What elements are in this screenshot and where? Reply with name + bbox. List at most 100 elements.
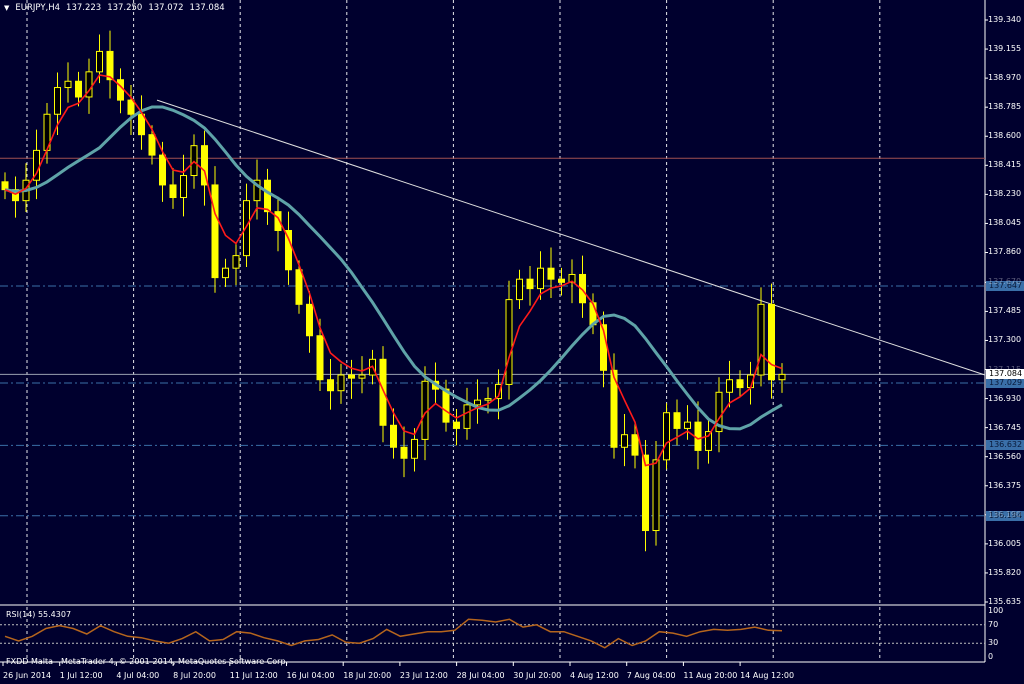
candle-body bbox=[306, 303, 313, 337]
candle-body bbox=[12, 189, 19, 202]
date-label: 7 Aug 04:00 bbox=[626, 671, 676, 680]
candle-body bbox=[96, 50, 103, 73]
candle-body bbox=[474, 399, 481, 406]
candle-body bbox=[211, 184, 219, 279]
date-label: 11 Aug 20:00 bbox=[683, 671, 738, 680]
candle-body bbox=[684, 421, 691, 429]
candle-body bbox=[201, 145, 208, 186]
candle-body bbox=[558, 278, 565, 283]
symbol-label: EURJPY,H4 bbox=[15, 3, 61, 13]
price-tick-label: 138.230 bbox=[988, 189, 1022, 199]
candle-body bbox=[516, 278, 523, 301]
candle-body bbox=[222, 267, 229, 279]
current-price-label: 137.084 bbox=[986, 369, 1024, 380]
date-label: 8 Jul 20:00 bbox=[173, 671, 216, 680]
price-tick-label: 138.785 bbox=[988, 102, 1022, 112]
candle-body bbox=[327, 379, 334, 392]
price-tick-label: 138.415 bbox=[988, 160, 1022, 170]
candle-body bbox=[400, 446, 408, 459]
open-price: 137.223 bbox=[66, 3, 102, 13]
candle-body bbox=[169, 184, 177, 199]
candle-body bbox=[715, 391, 723, 433]
candle-body bbox=[495, 383, 502, 400]
price-tick-label: 135.635 bbox=[988, 597, 1022, 606]
candle-body bbox=[579, 273, 586, 304]
candle-body bbox=[757, 303, 765, 376]
rsi-tick-label: 0 bbox=[988, 652, 994, 661]
date-label: 1 Jul 12:00 bbox=[59, 671, 103, 680]
price-tick-label: 135.820 bbox=[988, 567, 1022, 577]
candle-body bbox=[705, 431, 712, 451]
candle-body bbox=[295, 269, 303, 305]
price-tick-label: 139.340 bbox=[988, 15, 1022, 24]
price-tick-label: 137.860 bbox=[988, 247, 1022, 257]
candle-body bbox=[537, 267, 544, 290]
date-label: 30 Jul 20:00 bbox=[513, 671, 562, 680]
fast-moving-average bbox=[4, 74, 783, 467]
candle-body bbox=[610, 369, 618, 448]
candle-body bbox=[316, 335, 324, 381]
price-tick-label: 136.375 bbox=[988, 480, 1022, 490]
candle-body bbox=[159, 154, 166, 186]
date-label: 23 Jul 12:00 bbox=[399, 671, 448, 680]
candle-body bbox=[85, 71, 93, 98]
candle-body bbox=[264, 179, 271, 213]
candle-body bbox=[64, 80, 72, 89]
date-label: 4 Jul 04:00 bbox=[116, 671, 160, 680]
price-tick-label: 139.155 bbox=[988, 44, 1022, 54]
candle-body bbox=[726, 379, 733, 393]
level-price-label: 136.632 bbox=[986, 440, 1024, 451]
candle-body bbox=[600, 324, 607, 371]
candle-body bbox=[442, 388, 450, 423]
candle-body bbox=[379, 358, 387, 426]
price-tick-label: 136.930 bbox=[988, 393, 1022, 403]
candle-body bbox=[138, 113, 145, 136]
candle-body bbox=[274, 211, 282, 231]
price-tick-label: 138.600 bbox=[988, 131, 1022, 141]
level-price-label: 136.184 bbox=[986, 510, 1024, 521]
price-tick-label: 136.560 bbox=[988, 451, 1022, 461]
candle-body bbox=[526, 278, 534, 290]
rsi-tick-label: 30 bbox=[988, 638, 999, 648]
copyright-text: FXDD Malta - MetaTrader 4, © 2001-2014, … bbox=[6, 657, 289, 666]
level-price-label: 137.029 bbox=[986, 378, 1024, 389]
candle-body bbox=[663, 412, 670, 461]
candle-body bbox=[243, 200, 250, 257]
dropdown-triangle-icon[interactable]: ▼ bbox=[4, 4, 10, 12]
candle-body bbox=[778, 373, 786, 381]
price-tick-label: 136.190 bbox=[988, 509, 1022, 519]
candle-body bbox=[75, 80, 82, 98]
date-label: 18 Jul 20:00 bbox=[343, 671, 392, 680]
candle-body bbox=[547, 267, 555, 280]
candle-body bbox=[505, 299, 513, 385]
low-price: 137.072 bbox=[148, 3, 184, 13]
rsi-tick-label: 70 bbox=[988, 619, 999, 629]
price-tick-label: 137.300 bbox=[988, 335, 1022, 345]
price-tick-label: 137.670 bbox=[988, 277, 1022, 287]
rsi-tick-label: 100 bbox=[988, 606, 1004, 615]
price-tick-label: 136.005 bbox=[988, 538, 1022, 548]
close-price: 137.084 bbox=[189, 3, 225, 13]
date-label: 26 Jun 2014 bbox=[3, 671, 52, 680]
candle-body bbox=[253, 179, 261, 202]
rsi-label: RSI(14) 55.4307 bbox=[6, 610, 72, 619]
candle-body bbox=[390, 424, 397, 448]
candle-body bbox=[337, 374, 345, 392]
price-tick-label: 137.115 bbox=[988, 365, 1021, 375]
candle-body bbox=[411, 438, 418, 459]
candle-body bbox=[348, 374, 355, 379]
candle-body bbox=[694, 421, 702, 451]
candle-body bbox=[117, 79, 124, 101]
level-price-label: 137.647 bbox=[986, 280, 1024, 291]
date-label: 4 Aug 12:00 bbox=[570, 671, 619, 680]
price-tick-label: 136.745 bbox=[988, 422, 1022, 432]
candle-body bbox=[358, 374, 366, 379]
candle-body bbox=[621, 434, 628, 448]
chart-header: ▼ EURJPY,H4 137.223 137.250 137.072 137.… bbox=[4, 3, 225, 13]
high-price: 137.250 bbox=[107, 3, 143, 13]
trendline bbox=[156, 99, 986, 376]
candle-body bbox=[652, 459, 660, 532]
rsi-line bbox=[4, 618, 783, 649]
candle-body bbox=[736, 379, 744, 389]
